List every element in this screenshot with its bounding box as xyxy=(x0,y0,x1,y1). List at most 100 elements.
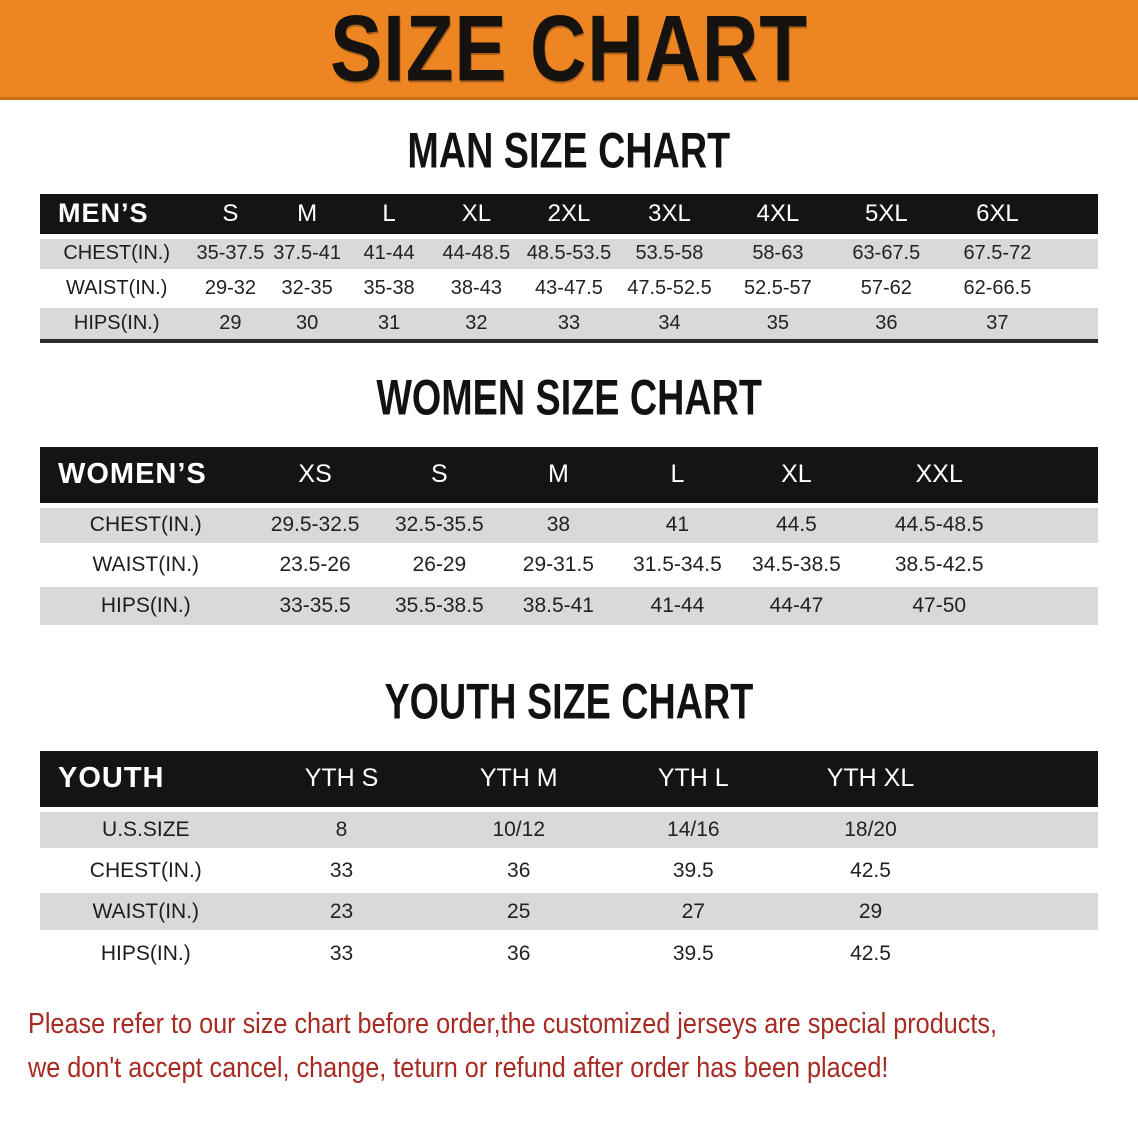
women-row-spacer-1 xyxy=(1023,545,1098,587)
order-policy-note: Please refer to our size chart before or… xyxy=(28,1003,1138,1090)
women-size-header-1: S xyxy=(378,447,501,508)
youth-size-header-0: YTH S xyxy=(251,751,432,812)
men-size-header-2: L xyxy=(346,194,432,239)
women-value-cell-0-0: 29.5-32.5 xyxy=(251,505,379,547)
men-value-cell-2-7: 36 xyxy=(833,306,940,341)
youth-size-table: YOUTH YTH S YTH M YTH L YTH XL U.S.SIZE 8 10/1… xyxy=(40,751,1098,973)
youth-value-cell-0-0: 8 xyxy=(251,809,432,852)
men-value-cell-2-5: 34 xyxy=(616,306,723,341)
men-size-header-4: 2XL xyxy=(521,194,617,239)
men-header-spacer xyxy=(1055,194,1098,239)
youth-table-row-3: HIPS(IN.) 33 36 39.5 42.5 xyxy=(40,932,1098,973)
women-value-cell-1-2: 29-31.5 xyxy=(500,545,617,587)
women-value-cell-2-1: 35.5-38.5 xyxy=(378,585,501,625)
women-table-row-0: CHEST(IN.) 29.5-32.5 32.5-35.5 38 41 44.5 44.5… xyxy=(40,505,1098,547)
men-size-header-5: 3XL xyxy=(616,194,723,239)
youth-row-label-3: HIPS(IN.) xyxy=(40,932,252,973)
youth-row-spacer-2 xyxy=(960,891,1098,934)
youth-size-header-2: YTH L xyxy=(606,751,781,812)
men-value-cell-0-3: 44-48.5 xyxy=(431,236,522,273)
women-size-header-3: L xyxy=(616,447,739,508)
men-value-cell-1-8: 62-66.5 xyxy=(939,271,1056,308)
women-row-label-1: WAIST(IN.) xyxy=(40,545,252,587)
youth-row-label-0: U.S.SIZE xyxy=(40,809,252,852)
men-value-cell-1-3: 38-43 xyxy=(431,271,522,308)
women-size-header-5: XXL xyxy=(854,447,1024,508)
women-size-header-2: M xyxy=(500,447,617,508)
youth-table-row-2: WAIST(IN.) 23 25 27 29 xyxy=(40,891,1098,934)
men-value-cell-0-0: 35-37.5 xyxy=(193,236,268,273)
women-row-label-2: HIPS(IN.) xyxy=(40,585,252,625)
men-value-cell-0-4: 48.5-53.5 xyxy=(521,236,617,273)
order-policy-line-1: Please refer to our size chart before or… xyxy=(28,1003,1138,1047)
title-banner: SIZE CHART xyxy=(0,0,1138,100)
women-row-spacer-0 xyxy=(1023,505,1098,547)
men-header-row: MEN’S S M L XL 2XL 3XL 4XL 5XL 6XL xyxy=(40,194,1098,239)
women-size-table: WOMEN’S XS S M L XL XXL CHEST(IN.) 29.5-32.5 32.… xyxy=(40,447,1098,625)
women-value-cell-1-1: 26-29 xyxy=(378,545,501,587)
women-value-cell-1-0: 23.5-26 xyxy=(251,545,379,587)
men-value-cell-0-2: 41-44 xyxy=(346,236,432,273)
men-size-table: MEN’S S M L XL 2XL 3XL 4XL 5XL 6XL CHEST(IN.) 35-3… xyxy=(40,194,1098,343)
youth-row-label-2: WAIST(IN.) xyxy=(40,891,252,934)
order-policy-line-2: we don't accept cancel, change, teturn o… xyxy=(28,1047,1138,1091)
women-value-cell-2-2: 38.5-41 xyxy=(500,585,617,625)
men-value-cell-0-7: 63-67.5 xyxy=(833,236,940,273)
women-value-cell-2-3: 41-44 xyxy=(616,585,739,625)
youth-size-header-1: YTH M xyxy=(431,751,607,812)
men-value-cell-2-3: 32 xyxy=(431,306,522,341)
youth-value-cell-1-1: 36 xyxy=(431,850,607,893)
youth-section-heading: YOUTH SIZE CHART xyxy=(384,672,754,730)
women-row-spacer-2 xyxy=(1023,585,1098,625)
men-value-cell-2-1: 30 xyxy=(267,306,347,341)
women-section: WOMEN SIZE CHART xyxy=(0,372,1138,422)
women-size-header-0: XS xyxy=(251,447,379,508)
men-size-header-6: 4XL xyxy=(722,194,834,239)
men-row-spacer-2 xyxy=(1055,306,1098,341)
women-size-header-4: XL xyxy=(738,447,855,508)
men-value-cell-1-0: 29-32 xyxy=(193,271,268,308)
men-value-cell-0-5: 53.5-58 xyxy=(616,236,723,273)
men-table-row-0: CHEST(IN.) 35-37.5 37.5-41 41-44 44-48.5 48.5… xyxy=(40,236,1098,273)
men-row-label-2: HIPS(IN.) xyxy=(40,306,194,341)
men-value-cell-2-6: 35 xyxy=(722,306,834,341)
youth-row-spacer-0 xyxy=(960,809,1098,852)
men-value-cell-2-0: 29 xyxy=(193,306,268,341)
youth-size-header-3: YTH XL xyxy=(780,751,961,812)
men-size-header-1: M xyxy=(267,194,347,239)
youth-value-cell-0-2: 14/16 xyxy=(606,809,781,852)
youth-section: YOUTH SIZE CHART xyxy=(0,672,1138,730)
order-policy-line-2-text: we don't accept cancel, change, teturn o… xyxy=(28,1051,889,1084)
youth-header-row: YOUTH YTH S YTH M YTH L YTH XL xyxy=(40,751,1098,812)
youth-row-spacer-3 xyxy=(960,932,1098,973)
men-size-header-8: 6XL xyxy=(939,194,1056,239)
men-table-row-2: HIPS(IN.) 29 30 31 32 33 34 35 36 37 xyxy=(40,306,1098,341)
order-policy-line-1-text: Please refer to our size chart before or… xyxy=(28,1008,998,1040)
youth-value-cell-3-1: 36 xyxy=(431,932,607,973)
women-header-label: WOMEN’S xyxy=(40,447,252,508)
women-header-spacer xyxy=(1023,447,1098,508)
men-value-cell-2-8: 37 xyxy=(939,306,1056,341)
men-value-cell-1-1: 32-35 xyxy=(267,271,347,308)
men-value-cell-2-4: 33 xyxy=(521,306,617,341)
women-value-cell-0-4: 44.5 xyxy=(738,505,855,547)
men-section: MAN SIZE CHART xyxy=(0,125,1138,175)
women-table-row-2: HIPS(IN.) 33-35.5 35.5-38.5 38.5-41 41-44 44-… xyxy=(40,585,1098,625)
men-value-cell-0-6: 58-63 xyxy=(722,236,834,273)
men-size-header-3: XL xyxy=(431,194,522,239)
youth-value-cell-2-0: 23 xyxy=(251,891,432,934)
men-row-label-1: WAIST(IN.) xyxy=(40,271,194,308)
women-value-cell-2-4: 44-47 xyxy=(738,585,855,625)
men-value-cell-1-4: 43-47.5 xyxy=(521,271,617,308)
men-table-row-1: WAIST(IN.) 29-32 32-35 35-38 38-43 43-47.5 47.… xyxy=(40,271,1098,308)
men-value-cell-1-7: 57-62 xyxy=(833,271,940,308)
youth-value-cell-0-3: 18/20 xyxy=(780,809,961,852)
women-table-row-1: WAIST(IN.) 23.5-26 26-29 29-31.5 31.5-34.5 34… xyxy=(40,545,1098,587)
youth-value-cell-0-1: 10/12 xyxy=(431,809,607,852)
women-value-cell-1-3: 31.5-34.5 xyxy=(616,545,739,587)
youth-row-label-1: CHEST(IN.) xyxy=(40,850,252,893)
women-value-cell-0-5: 44.5-48.5 xyxy=(854,505,1024,547)
youth-table-row-1: CHEST(IN.) 33 36 39.5 42.5 xyxy=(40,850,1098,893)
page-title: SIZE CHART xyxy=(330,0,808,101)
